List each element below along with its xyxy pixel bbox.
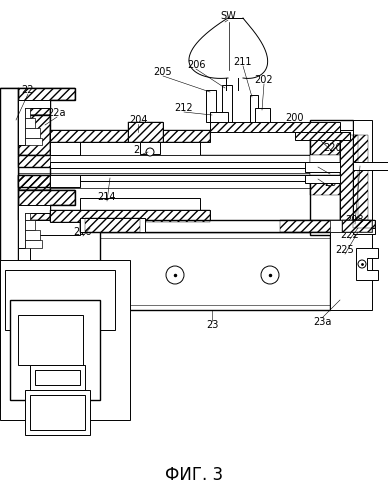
Bar — [30, 365, 85, 390]
Text: SW: SW — [220, 11, 236, 21]
Bar — [80, 198, 200, 210]
Polygon shape — [25, 108, 30, 118]
Bar — [80, 218, 145, 232]
Bar — [353, 228, 375, 234]
Text: 23a: 23a — [313, 317, 331, 327]
Text: ФИГ. 3: ФИГ. 3 — [165, 466, 223, 484]
Circle shape — [146, 148, 154, 156]
Polygon shape — [18, 220, 80, 260]
Bar — [50, 162, 308, 168]
Bar — [340, 130, 358, 225]
Circle shape — [261, 266, 279, 284]
Polygon shape — [356, 248, 378, 280]
Bar — [25, 390, 90, 435]
Polygon shape — [25, 128, 40, 138]
Bar — [353, 220, 375, 228]
Bar — [128, 122, 163, 142]
Bar — [305, 175, 340, 183]
Polygon shape — [25, 138, 42, 145]
Bar — [330, 220, 342, 232]
Bar — [250, 95, 258, 122]
Bar — [140, 142, 160, 154]
Text: 205: 205 — [154, 67, 172, 77]
Polygon shape — [50, 175, 80, 187]
Bar — [128, 122, 163, 142]
Bar — [280, 220, 340, 232]
Bar — [50, 175, 308, 181]
Bar — [342, 220, 372, 232]
Polygon shape — [50, 142, 80, 155]
Polygon shape — [18, 190, 75, 220]
Circle shape — [166, 266, 184, 284]
Bar — [50, 210, 210, 222]
Bar — [50, 181, 310, 188]
Bar — [80, 142, 200, 155]
Text: 22: 22 — [22, 85, 34, 95]
Polygon shape — [25, 118, 35, 128]
Text: 212: 212 — [175, 103, 193, 113]
Text: 23: 23 — [206, 320, 218, 330]
Bar — [18, 175, 338, 187]
Text: 220: 220 — [324, 143, 342, 153]
Text: 211: 211 — [234, 57, 252, 67]
Bar — [255, 108, 270, 122]
Text: 222: 222 — [341, 230, 359, 240]
Text: 214: 214 — [98, 192, 116, 202]
Bar — [305, 162, 340, 172]
Text: 22a: 22a — [48, 108, 66, 118]
Polygon shape — [25, 240, 42, 248]
Bar — [30, 395, 85, 430]
Polygon shape — [353, 120, 372, 235]
Text: 223: 223 — [321, 165, 340, 175]
Text: 210: 210 — [134, 145, 152, 155]
Text: 225: 225 — [336, 245, 354, 255]
Bar — [210, 122, 340, 132]
Bar — [50, 130, 210, 142]
Text: 208: 208 — [346, 215, 364, 225]
Polygon shape — [25, 213, 30, 220]
Bar — [340, 135, 358, 220]
Bar — [85, 218, 140, 232]
Bar — [0, 88, 18, 408]
Bar — [210, 112, 228, 122]
Text: 20: 20 — [324, 178, 336, 188]
Bar — [50, 210, 210, 222]
Bar — [353, 220, 375, 228]
Polygon shape — [18, 88, 75, 115]
Bar — [330, 232, 372, 310]
Bar — [5, 270, 115, 330]
Bar — [295, 132, 350, 140]
Bar — [10, 300, 100, 400]
Bar — [222, 85, 232, 122]
Bar — [18, 315, 83, 365]
Bar — [206, 90, 216, 122]
Bar — [50, 155, 310, 162]
Text: 216: 216 — [74, 227, 92, 237]
Circle shape — [358, 260, 366, 268]
Text: 200: 200 — [286, 113, 304, 123]
Bar — [80, 220, 100, 232]
Text: 204: 204 — [129, 115, 147, 125]
Polygon shape — [25, 220, 35, 230]
Bar — [0, 260, 130, 420]
Bar — [50, 130, 210, 142]
Bar — [80, 220, 340, 232]
Polygon shape — [310, 155, 340, 175]
Text: 206: 206 — [187, 60, 205, 70]
Bar — [353, 162, 388, 170]
Polygon shape — [18, 115, 50, 190]
Bar — [35, 370, 80, 385]
Polygon shape — [0, 88, 18, 408]
Polygon shape — [25, 230, 40, 240]
Polygon shape — [18, 205, 50, 248]
Text: 202: 202 — [255, 75, 273, 85]
Polygon shape — [310, 120, 353, 235]
Bar — [18, 155, 353, 167]
Bar — [100, 232, 330, 310]
Bar — [342, 220, 372, 232]
Polygon shape — [18, 100, 50, 145]
